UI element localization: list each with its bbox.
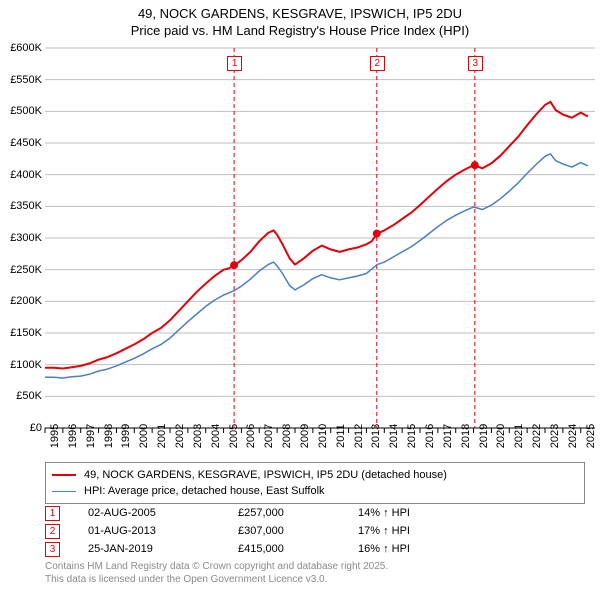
sales-row-1: 1 02-AUG-2005 £257,000 14% ↑ HPI	[45, 504, 585, 522]
x-tick-label: 2011	[335, 424, 347, 448]
legend-swatch-hpi	[52, 491, 76, 492]
y-tick-label: £50K	[16, 390, 42, 402]
sales-marker-2: 2	[45, 524, 60, 539]
x-tick-label: 2025	[585, 424, 597, 448]
x-tick-label: 2003	[192, 424, 204, 448]
x-tick-label: 2012	[353, 424, 365, 448]
sales-price-2: £307,000	[238, 525, 358, 537]
x-tick-label: 1995	[49, 424, 61, 448]
legend: 49, NOCK GARDENS, KESGRAVE, IPSWICH, IP5…	[45, 462, 585, 504]
y-tick-label: £300K	[10, 232, 42, 244]
sales-row-2: 2 01-AUG-2013 £307,000 17% ↑ HPI	[45, 522, 585, 540]
x-tick-label: 2016	[424, 424, 436, 448]
y-tick-label: £250K	[10, 264, 42, 276]
y-tick-label: £150K	[10, 327, 42, 339]
legend-row-property: 49, NOCK GARDENS, KESGRAVE, IPSWICH, IP5…	[52, 467, 578, 483]
sales-date-1: 02-AUG-2005	[88, 507, 238, 519]
y-tick-label: £500K	[10, 105, 42, 117]
sales-marker-2-label: 2	[50, 526, 56, 537]
sales-table: 1 02-AUG-2005 £257,000 14% ↑ HPI 2 01-AU…	[45, 504, 585, 558]
y-tick-label: £450K	[10, 137, 42, 149]
x-tick-label: 2006	[245, 424, 257, 448]
x-tick-label: 2004	[210, 424, 222, 448]
x-tick-label: 2014	[388, 424, 400, 448]
x-tick-label: 2007	[263, 424, 275, 448]
sales-row-3: 3 25-JAN-2019 £415,000 16% ↑ HPI	[45, 540, 585, 558]
x-tick-label: 1996	[67, 424, 79, 448]
y-tick-label: £550K	[10, 74, 42, 86]
x-tick-label: 2017	[442, 424, 454, 448]
x-tick-label: 2018	[460, 424, 472, 448]
x-tick-label: 1998	[103, 424, 115, 448]
event-marker-2: 2	[370, 56, 385, 71]
sales-pct-3: 16% ↑ HPI	[358, 543, 498, 555]
x-tick-label: 2023	[549, 424, 561, 448]
sales-marker-1-label: 1	[50, 508, 56, 519]
footer: Contains HM Land Registry data © Crown c…	[45, 561, 388, 586]
sales-date-3: 25-JAN-2019	[88, 543, 238, 555]
legend-row-hpi: HPI: Average price, detached house, East…	[52, 483, 578, 499]
x-tick-label: 2020	[495, 424, 507, 448]
x-tick-label: 2015	[406, 424, 418, 448]
legend-label-hpi: HPI: Average price, detached house, East…	[84, 485, 325, 497]
sales-pct-2: 17% ↑ HPI	[358, 525, 498, 537]
footer-line-2: This data is licensed under the Open Gov…	[45, 574, 388, 587]
title-line-2: Price paid vs. HM Land Registry's House …	[0, 23, 600, 40]
footer-line-1: Contains HM Land Registry data © Crown c…	[45, 561, 388, 574]
title-block: 49, NOCK GARDENS, KESGRAVE, IPSWICH, IP5…	[0, 0, 600, 40]
sales-price-1: £257,000	[238, 507, 358, 519]
x-tick-label: 2010	[317, 424, 329, 448]
chart-container: 49, NOCK GARDENS, KESGRAVE, IPSWICH, IP5…	[0, 0, 600, 590]
x-tick-label: 2005	[228, 424, 240, 448]
legend-label-property: 49, NOCK GARDENS, KESGRAVE, IPSWICH, IP5…	[84, 469, 447, 481]
sales-date-2: 01-AUG-2013	[88, 525, 238, 537]
y-tick-label: £100K	[10, 359, 42, 371]
event-marker-3: 3	[468, 56, 483, 71]
sales-pct-1: 14% ↑ HPI	[358, 507, 498, 519]
y-tick-label: £350K	[10, 200, 42, 212]
x-tick-label: 2009	[299, 424, 311, 448]
x-tick-label: 2024	[567, 424, 579, 448]
x-tick-label: 2022	[531, 424, 543, 448]
x-tick-label: 2001	[156, 424, 168, 448]
x-tick-label: 2019	[478, 424, 490, 448]
chart-area	[45, 48, 595, 428]
x-tick-label: 1997	[85, 424, 97, 448]
sales-marker-1: 1	[45, 506, 60, 521]
sales-marker-3-label: 3	[50, 544, 56, 555]
x-tick-label: 2002	[174, 424, 186, 448]
y-tick-label: £400K	[10, 169, 42, 181]
x-tick-label: 2021	[513, 424, 525, 448]
title-line-1: 49, NOCK GARDENS, KESGRAVE, IPSWICH, IP5…	[0, 6, 600, 23]
x-tick-label: 2000	[138, 424, 150, 448]
chart-svg	[45, 48, 595, 428]
x-tick-label: 2013	[370, 424, 382, 448]
legend-swatch-property	[52, 474, 76, 476]
event-marker-1: 1	[227, 56, 242, 71]
y-tick-label: £0	[30, 422, 42, 434]
y-tick-label: £200K	[10, 295, 42, 307]
x-tick-label: 2008	[281, 424, 293, 448]
y-tick-label: £600K	[10, 42, 42, 54]
sales-marker-3: 3	[45, 542, 60, 557]
sales-price-3: £415,000	[238, 543, 358, 555]
x-tick-label: 1999	[120, 424, 132, 448]
